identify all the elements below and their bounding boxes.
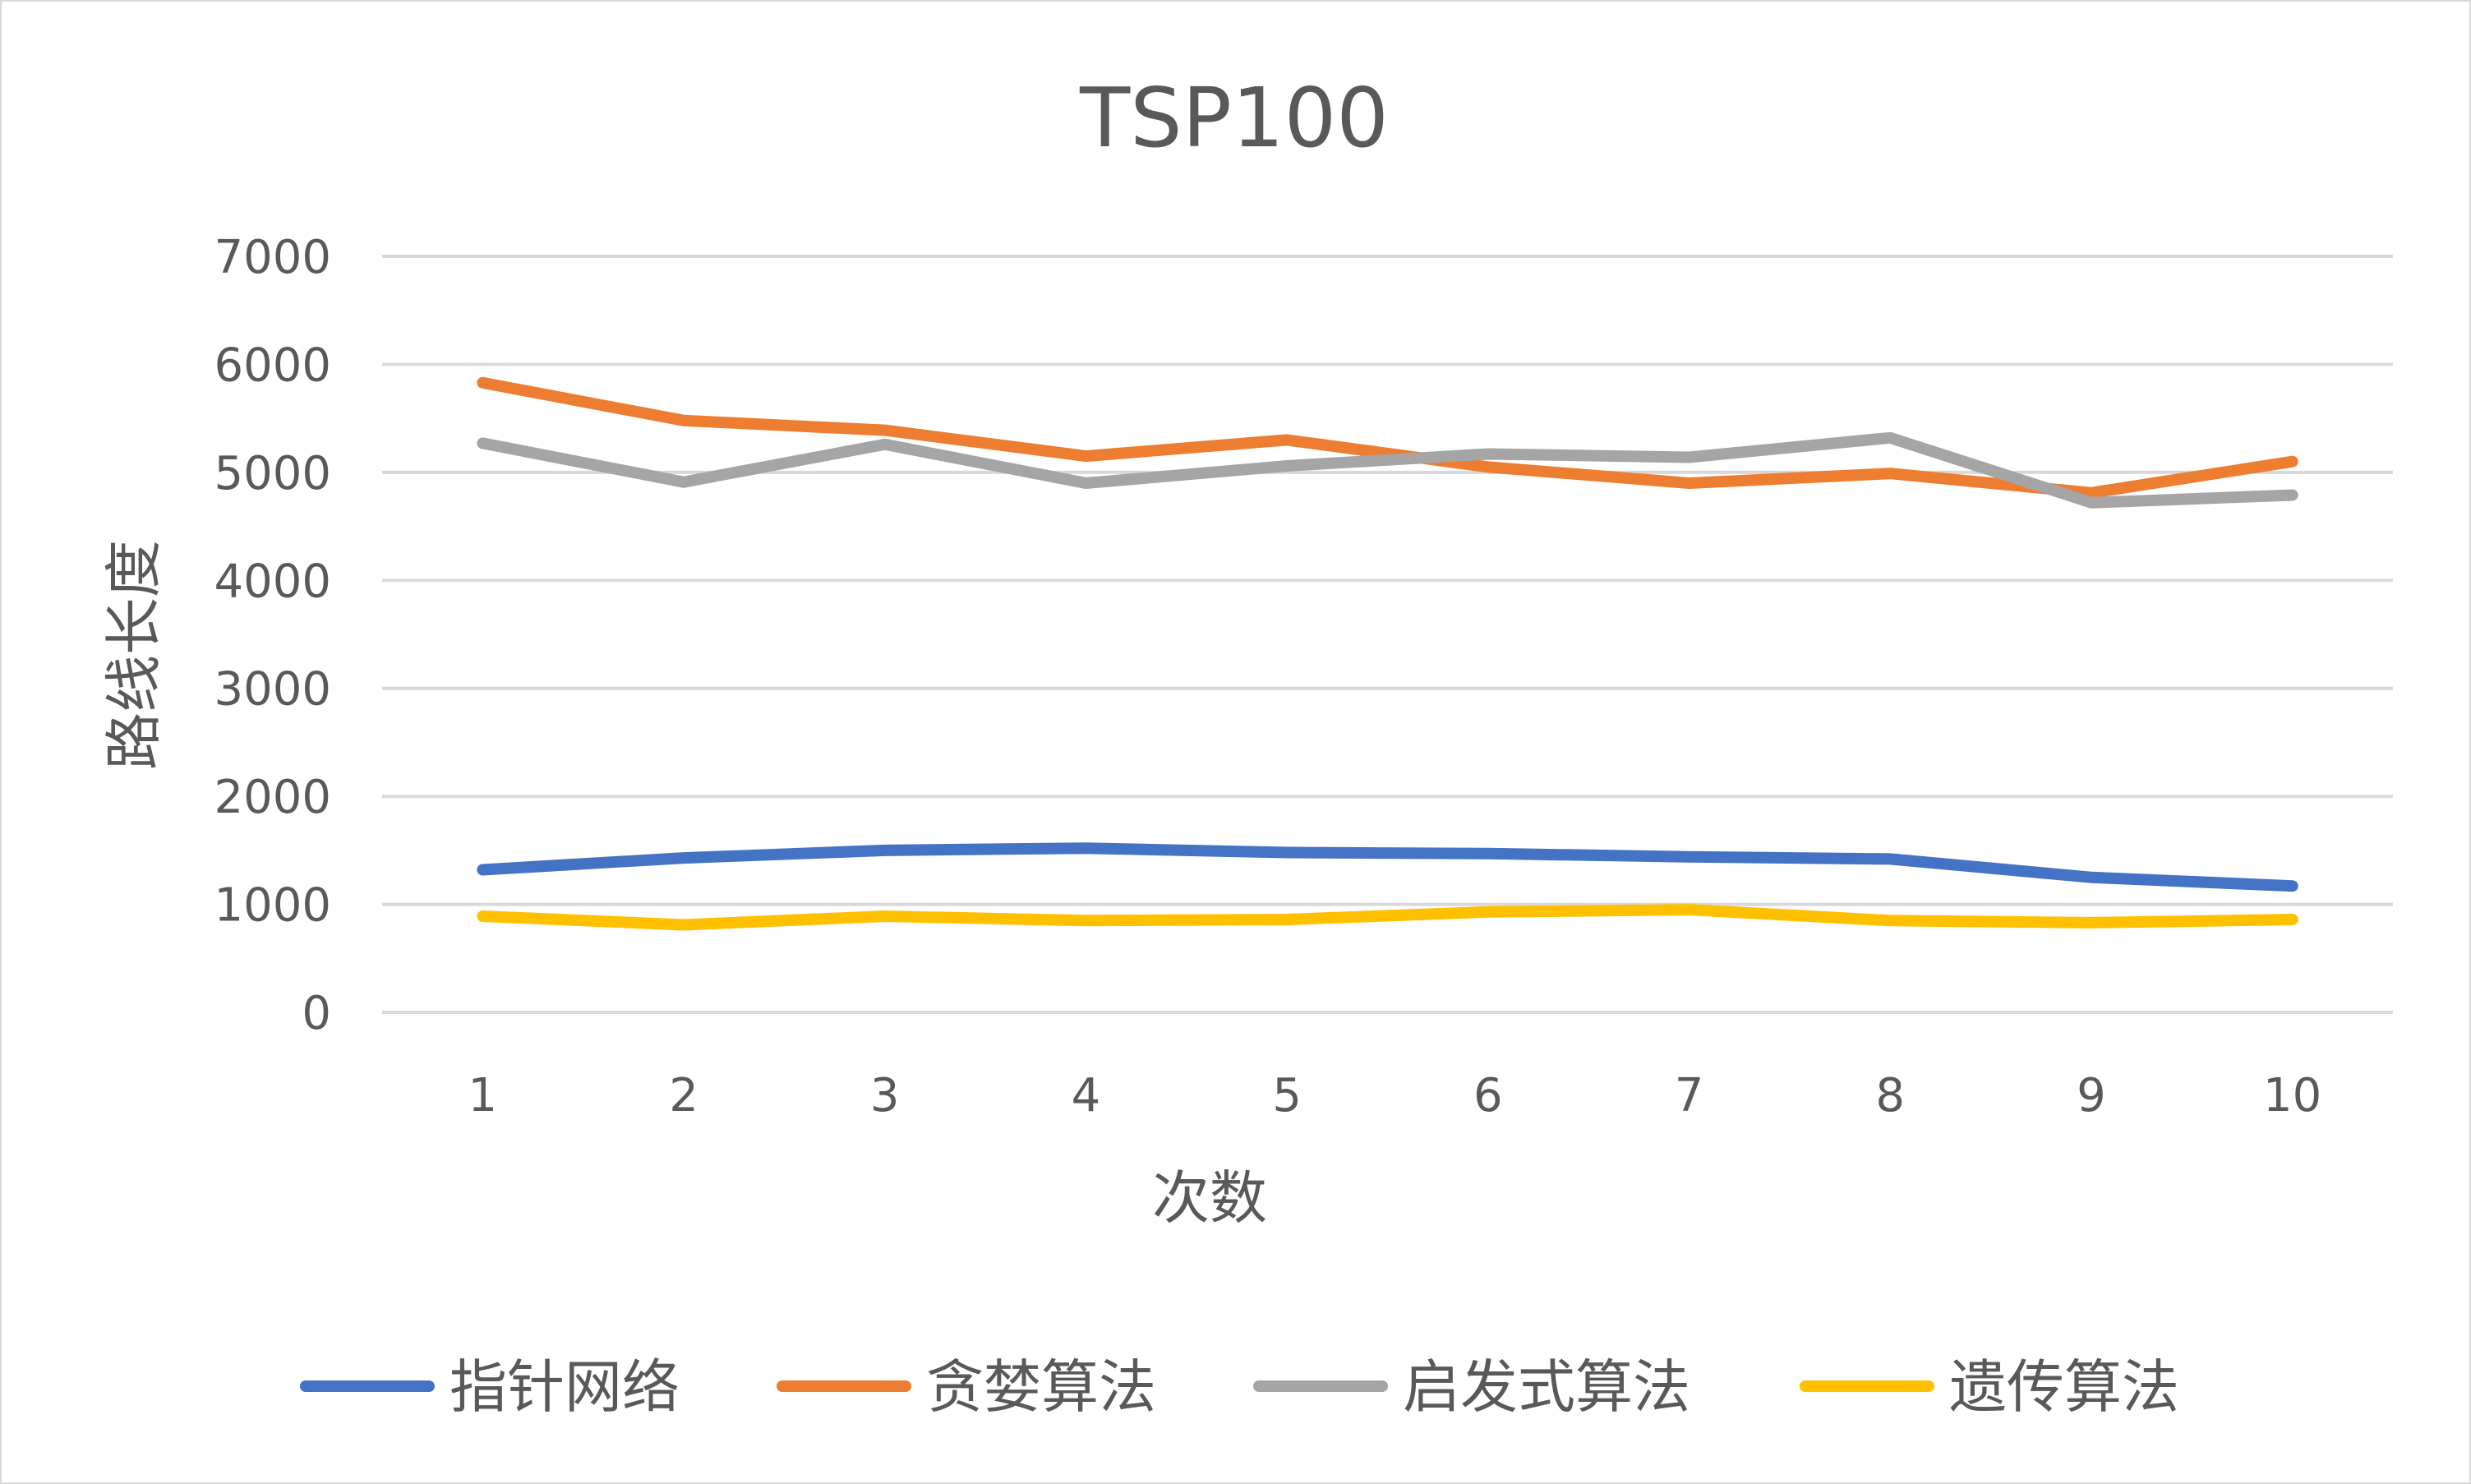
x-tick-label: 10 [2263,1069,2321,1122]
chart-title: TSP100 [1079,70,1389,166]
x-tick-label: 4 [1072,1069,1101,1122]
legend: 指针网络 贪婪算法 启发式算法 遗传算法 [300,1353,2179,1421]
x-tick-label: 2 [669,1069,698,1122]
y-tick-label: 3000 [214,663,331,717]
legend-label: 贪婪算法 [926,1353,1156,1421]
x-tick-label: 9 [2077,1069,2106,1122]
series-line-0 [477,842,2298,892]
legend-label: 遗传算法 [1949,1353,2179,1421]
series-line-3 [477,904,2298,931]
y-tick-label: 5000 [214,447,331,500]
y-tick-label: 6000 [214,339,331,392]
y-tick-label: 1000 [214,879,331,933]
y-tick-label: 0 [302,987,331,1040]
x-axis-ticks: 1 2 3 4 5 6 7 8 9 10 [468,1069,2322,1122]
x-axis-title: 次数 [1152,1164,1267,1232]
series-line-2 [477,431,2298,509]
y-axis-ticks: 0 1000 2000 3000 4000 5000 6000 7000 [214,231,331,1040]
x-tick-label: 1 [468,1069,498,1122]
y-tick-label: 7000 [214,231,331,284]
x-tick-label: 5 [1272,1069,1302,1122]
y-tick-label: 4000 [214,555,331,608]
x-tick-label: 6 [1473,1069,1503,1122]
x-tick-label: 3 [870,1069,900,1122]
series-lines [477,376,2298,931]
x-tick-label: 7 [1675,1069,1704,1122]
legend-label: 启发式算法 [1403,1353,1690,1421]
legend-label: 指针网络 [449,1353,680,1421]
x-tick-label: 8 [1875,1069,1905,1122]
gridlines [382,255,2393,1014]
series-line-1 [477,376,2298,499]
y-axis-title: 路线长度 [100,540,168,770]
y-tick-label: 2000 [214,771,331,824]
